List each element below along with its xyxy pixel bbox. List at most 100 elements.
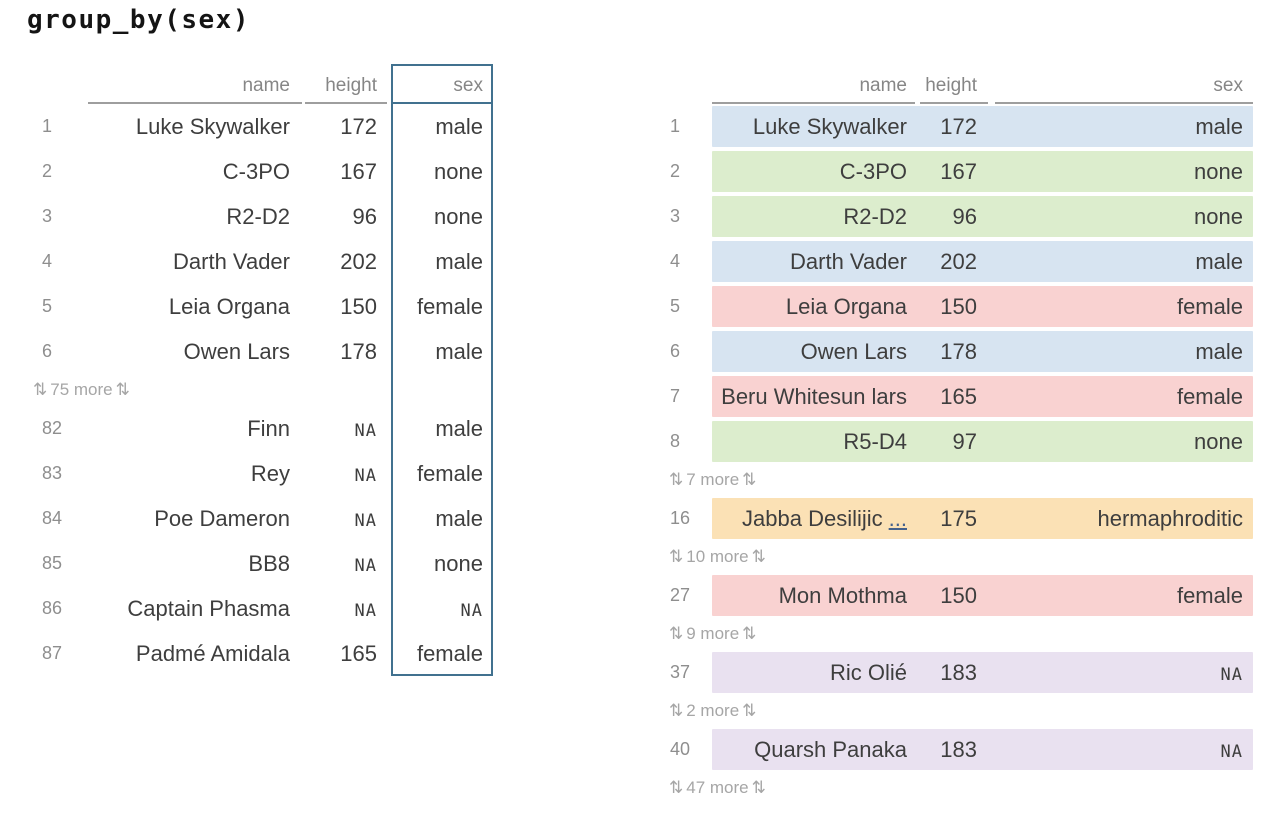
sex-cell: NA (995, 660, 1253, 686)
more-rows-label: 47 more (686, 778, 749, 797)
name-cell: Owen Lars (183, 338, 290, 364)
na-value: NA (354, 555, 377, 576)
row-number-cell: 4 (670, 251, 681, 271)
group-color-band: Luke Skywalker 172 male (712, 106, 1253, 147)
column-gap (988, 64, 995, 104)
sex-cell: none (434, 550, 483, 576)
na-value: NA (354, 600, 377, 621)
height-cell: 172 (340, 113, 377, 139)
row-number-cell: 6 (670, 341, 681, 361)
row-number-cell: 5 (42, 296, 53, 316)
row-number-cell: 2 (42, 161, 53, 181)
sex-cell: male (1195, 248, 1243, 274)
sex-cell: male (1195, 113, 1243, 139)
name-cell: R5-D4 (843, 428, 907, 454)
name-cell: Finn (247, 415, 290, 441)
height-cell: NA (305, 551, 387, 577)
row-number-column-header (664, 64, 712, 104)
up-down-arrow-icon: ⇅ (669, 778, 684, 797)
group-color-band: Mon Mothma 150 female (712, 575, 1253, 616)
name-cell: BB8 (248, 550, 290, 576)
table-row: 5 Leia Organa 150 female (28, 284, 493, 329)
column-header-name: name (88, 64, 302, 104)
table-row: 1 Luke Skywalker 172 male (28, 104, 493, 149)
more-rows-indicator: ⇅ 2 more ⇅ (664, 695, 1253, 727)
name-cell: Ric Olié (829, 659, 907, 685)
up-down-arrow-icon: ⇅ (669, 547, 684, 566)
table-row: 1 Luke Skywalker 172 male (664, 104, 1253, 149)
up-down-arrow-icon: ⇅ (742, 624, 757, 643)
table-row: 7 Beru Whitesun lars 165 female (664, 374, 1253, 419)
row-number-cell: 2 (670, 161, 681, 181)
row-number-cell: 85 (42, 553, 63, 573)
column-header-height: height (305, 64, 387, 104)
height-cell: 150 (940, 293, 977, 319)
name-cell: Jabba Desilijic... (742, 505, 907, 531)
name-cell: Darth Vader (173, 248, 290, 274)
table-header: name height sex (28, 64, 493, 104)
name-cell: Leia Organa (168, 293, 290, 319)
table-row: 2 C-3PO 167 none (28, 149, 493, 194)
sex-cell: female (1176, 383, 1243, 409)
height-cell: 150 (340, 293, 377, 319)
group-color-band: Ric Olié 183 NA (712, 652, 1253, 693)
sex-cell: female (1176, 582, 1243, 608)
name-cell: Rey (250, 460, 290, 486)
height-cell: 178 (940, 338, 977, 364)
name-cell: Captain Phasma (127, 595, 290, 621)
group-color-band: Beru Whitesun lars 165 female (712, 376, 1253, 417)
height-cell: 202 (340, 248, 377, 274)
up-down-arrow-icon: ⇅ (742, 470, 757, 489)
group-color-band: Darth Vader 202 male (712, 241, 1253, 282)
row-number-cell: 8 (670, 431, 681, 451)
table-row: 86 Captain Phasma NA NA (28, 586, 493, 631)
group-color-band: R2-D2 96 none (712, 196, 1253, 237)
sex-cell: male (435, 338, 483, 364)
height-cell: 183 (940, 659, 977, 685)
sex-cell: none (1194, 428, 1243, 454)
table-header: name height sex (664, 64, 1253, 104)
more-rows-label: 2 more (686, 701, 740, 720)
up-down-arrow-icon: ⇅ (669, 624, 684, 643)
sex-cell: female (1176, 293, 1243, 319)
na-value: NA (354, 465, 377, 486)
height-cell: NA (305, 506, 387, 532)
table-row: 85 BB8 NA none (28, 541, 493, 586)
up-down-arrow-icon: ⇅ (115, 380, 130, 399)
up-down-arrow-icon: ⇅ (669, 701, 684, 720)
column-header-name: name (712, 64, 915, 104)
height-cell: 178 (340, 338, 377, 364)
height-cell: 172 (940, 113, 977, 139)
name-cell: R2-D2 (226, 203, 290, 229)
height-cell: 167 (940, 158, 977, 184)
name-cell: Leia Organa (785, 293, 907, 319)
table-row: 4 Darth Vader 202 male (664, 239, 1253, 284)
height-cell: NA (305, 596, 387, 622)
group-color-band: Jabba Desilijic... 175 hermaphroditic (712, 498, 1253, 539)
sex-cell: none (1194, 158, 1243, 184)
row-number-cell: 7 (670, 386, 681, 406)
height-cell: 183 (940, 736, 977, 762)
name-cell: Luke Skywalker (752, 113, 907, 139)
more-rows-indicator: ⇅ 7 more ⇅ (664, 464, 1253, 496)
sex-cell: none (1194, 203, 1243, 229)
name-cell: Beru Whitesun lars (721, 383, 907, 409)
na-value: NA (1220, 741, 1243, 762)
more-rows-label: 10 more (686, 547, 749, 566)
sex-cell: female (416, 460, 483, 486)
more-rows-label: 7 more (686, 470, 740, 489)
na-value: NA (354, 510, 377, 531)
more-rows-indicator: ⇅ 47 more ⇅ (664, 772, 1253, 804)
sex-cell: male (435, 505, 483, 531)
row-number-cell: 82 (42, 418, 63, 438)
source-table: name height sex 1 Luke Skywalker 172 male 2 C… (28, 64, 493, 676)
table-row: 16 Jabba Desilijic... 175 hermaphroditic (664, 496, 1253, 541)
name-cell: Darth Vader (790, 248, 907, 274)
operation-title: group_by(sex) (27, 5, 250, 35)
table-row: 37 Ric Olié 183 NA (664, 650, 1253, 695)
table-row: 6 Owen Lars 178 male (664, 329, 1253, 374)
group-color-band: C-3PO 167 none (712, 151, 1253, 192)
sex-cell: hermaphroditic (1097, 505, 1243, 531)
table-row: 8 R5-D4 97 none (664, 419, 1253, 464)
